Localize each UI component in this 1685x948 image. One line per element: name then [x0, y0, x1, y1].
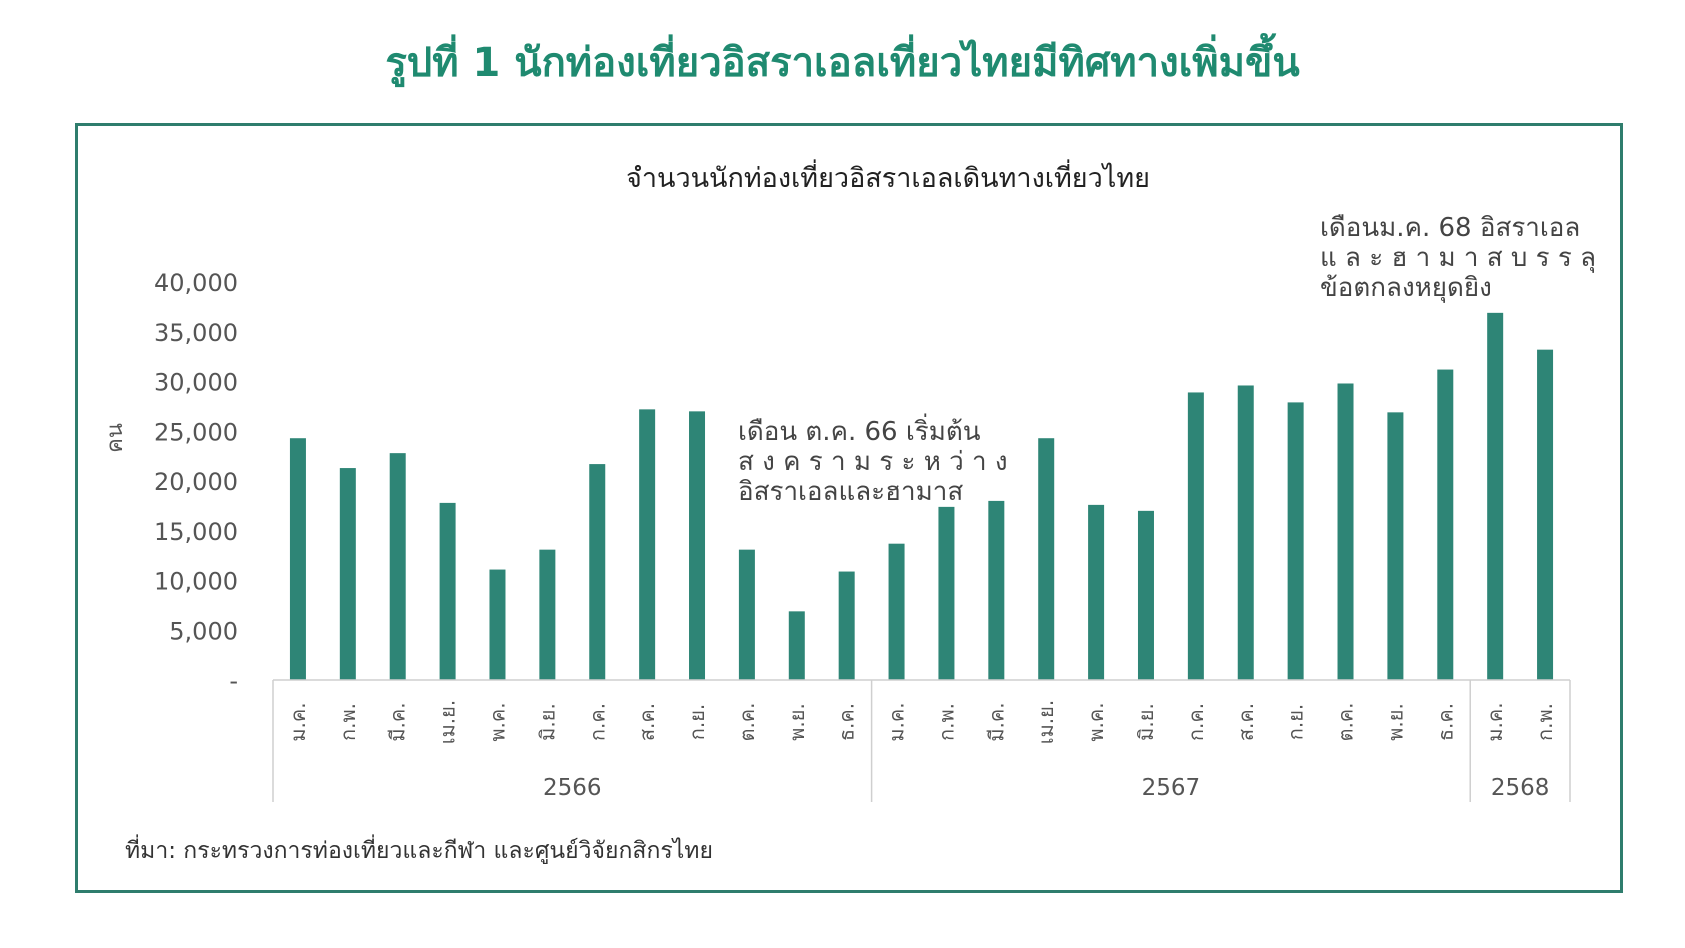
bar: [489, 569, 506, 680]
bar: [1187, 392, 1204, 680]
x-axis: ม.ค. ก.พ. มี.ค. เม.ย. พ.ค. มิ.ย. ก.ค. ส.ค. ก.ย. ต…: [272, 679, 1571, 802]
figure-title: รูปที่ 1 นักท่องเที่ยวอิสราเอลเที่ยวไทยม…: [385, 40, 1300, 86]
bar: [539, 549, 556, 680]
y-tick-label: 5,000: [169, 617, 238, 645]
annotation-line: แ ล ะ ฮ า ม า ส บ ร ร ลุ: [1320, 243, 1596, 273]
bar: [888, 543, 905, 680]
bar: [639, 409, 656, 680]
y-tick-label: 30,000: [154, 369, 238, 397]
source-note: ที่มา: กระทรวงการท่องเที่ยวและกีฬา และศู…: [125, 834, 713, 864]
x-tick-label: มี.ค.: [984, 702, 1008, 741]
year-group-label: 2567: [1142, 775, 1201, 801]
x-tick-label: ต.ค.: [1334, 702, 1358, 741]
bar: [1387, 412, 1404, 680]
x-tick-label: ก.ย.: [685, 704, 709, 741]
y-tick-label: 10,000: [154, 568, 238, 596]
bar: [1088, 504, 1105, 680]
y-tick-label: 15,000: [154, 518, 238, 546]
x-tick-label: ธ.ค.: [835, 703, 859, 741]
bar: [838, 571, 855, 680]
bar: [738, 549, 755, 680]
annotation-line: อิสราเอลและฮามาส: [738, 477, 963, 507]
bar: [1038, 438, 1055, 680]
bars: [289, 312, 1554, 680]
y-axis-label: คน: [103, 423, 128, 453]
x-tick-label: เม.ย.: [1034, 700, 1058, 744]
year-group-label: 2566: [543, 775, 602, 801]
x-tick-label: พ.ย.: [1383, 703, 1407, 741]
bar: [1437, 369, 1454, 680]
x-tick-label: พ.ย.: [785, 703, 809, 741]
x-tick-label: พ.ค.: [485, 702, 509, 741]
x-tick-label: มิ.ย.: [1134, 703, 1158, 741]
x-tick-label: ส.ค.: [1234, 703, 1258, 741]
annotations: เดือน ต.ค. 66 เริ่มต้นส ง ค ร า ม ร ะ ห …: [738, 213, 1596, 507]
x-tick-label: ม.ค.: [885, 702, 909, 741]
x-tick-label: ม.ค.: [1483, 702, 1507, 741]
bar: [988, 500, 1005, 680]
chart-title: จำนวนนักท่องเที่ยวอิสราเอลเดินทางเที่ยวไ…: [626, 159, 1150, 194]
x-tick-label: ต.ค.: [735, 702, 759, 741]
bar: [589, 464, 606, 680]
y-tick-label: -: [229, 667, 238, 695]
annotation-line: ส ง ค ร า ม ร ะ ห ว่ า ง: [738, 447, 1008, 477]
x-tick-label: เม.ย.: [436, 700, 460, 744]
annotation-line: เดือนม.ค. 68 อิสราเอล: [1320, 213, 1580, 243]
bar: [1287, 402, 1304, 680]
x-tick-label: พ.ค.: [1084, 702, 1108, 741]
y-tick-label: 20,000: [154, 468, 238, 496]
bar: [689, 411, 706, 680]
bar: [788, 611, 805, 680]
x-tick-label: มี.ค.: [386, 702, 410, 741]
bar: [1137, 510, 1154, 680]
bar: [1487, 312, 1504, 680]
x-tick-label: ก.พ.: [1533, 703, 1557, 741]
x-tick-label: ก.ย.: [1284, 704, 1308, 741]
bar: [1337, 383, 1354, 680]
x-tick-label: ธ.ค.: [1433, 703, 1457, 741]
y-tick-label: 25,000: [154, 418, 238, 446]
x-tick-label: ก.ค.: [585, 703, 609, 741]
x-tick-label: ก.พ.: [934, 703, 958, 741]
x-tick-label: มิ.ย.: [535, 703, 559, 741]
x-tick-label: ก.ค.: [1184, 703, 1208, 741]
x-tick-label: ม.ค.: [286, 702, 310, 741]
y-tick-label: 35,000: [154, 319, 238, 347]
x-tick-label: ก.พ.: [336, 703, 360, 741]
x-tick-label: ส.ค.: [635, 703, 659, 741]
chart-frame: [75, 123, 1623, 893]
bar: [439, 502, 456, 680]
bar: [339, 468, 356, 680]
annotation-line: ข้อตกลงหยุดยิง: [1320, 273, 1492, 303]
bar: [389, 453, 406, 680]
y-axis-ticks: - 5,000 10,000 15,000 20,000 25,000 30,000 35,0…: [154, 269, 238, 695]
year-group-label: 2568: [1491, 775, 1550, 801]
bar: [1537, 349, 1554, 680]
bar: [289, 438, 306, 680]
bar: [938, 506, 955, 680]
y-tick-label: 40,000: [154, 269, 238, 297]
bar: [1237, 385, 1254, 680]
annotation-line: เดือน ต.ค. 66 เริ่มต้น: [738, 413, 981, 447]
